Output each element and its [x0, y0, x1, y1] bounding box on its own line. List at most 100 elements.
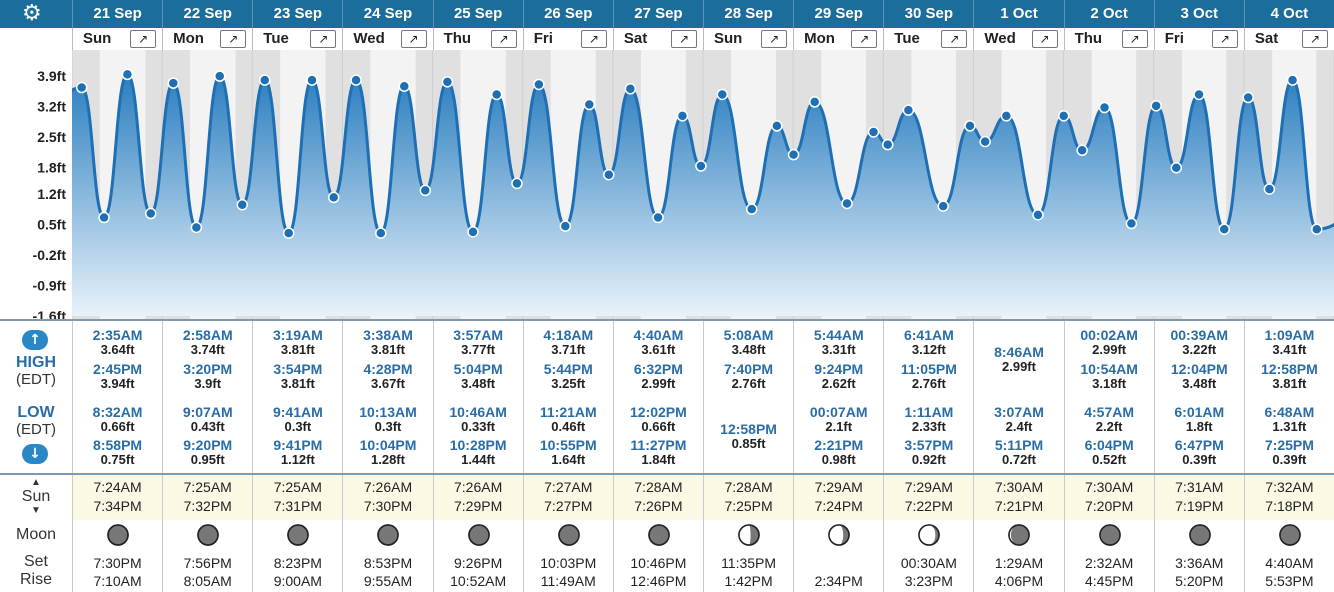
settings-button[interactable]: ⚙ [0, 0, 72, 28]
expand-icon[interactable]: ↗ [761, 30, 788, 48]
expand-icon[interactable]: ↗ [490, 30, 517, 48]
tide-point-high[interactable] [1242, 91, 1254, 104]
tide-point-high[interactable] [1286, 74, 1299, 86]
date-header: 23 Sep [252, 0, 342, 28]
tide-point-high[interactable] [964, 120, 976, 132]
sunset-time: 7:24PM [814, 498, 863, 514]
tide-point-low[interactable] [745, 203, 758, 215]
expand-icon[interactable]: ↗ [580, 30, 607, 48]
tide-point-low[interactable] [937, 200, 949, 212]
weekday-label: Wed [353, 30, 385, 47]
tide-point-low[interactable] [327, 191, 340, 204]
low-tide-time: 10:55PM [539, 437, 597, 453]
tide-point-low[interactable] [511, 177, 523, 190]
tide-point-high[interactable] [75, 81, 88, 94]
moonrise-time: 5:20PM [1175, 573, 1224, 589]
tide-point-high[interactable] [771, 120, 783, 132]
tide-point-high[interactable] [1193, 88, 1205, 101]
expand-icon[interactable]: ↗ [130, 30, 157, 48]
moon-phase-icon [197, 524, 219, 546]
tide-point-high[interactable] [441, 76, 454, 88]
sunrise-time: 7:29AM [904, 479, 953, 495]
tide-point-low[interactable] [695, 160, 707, 172]
expand-icon[interactable]: ↗ [1121, 30, 1148, 48]
weekday-label: Sat [623, 30, 648, 47]
tide-point-low[interactable] [144, 207, 157, 220]
tide-point-low[interactable] [652, 211, 664, 224]
sunrise-arrow-icon: ▲ [31, 477, 41, 488]
expand-icon[interactable]: ↗ [851, 30, 878, 48]
tide-point-high[interactable] [902, 104, 915, 116]
tide-point-high[interactable] [213, 70, 226, 82]
tide-point-low[interactable] [419, 184, 432, 197]
expand-icon[interactable]: ↗ [1031, 30, 1058, 48]
tide-point-high[interactable] [624, 83, 637, 95]
tide-point-low[interactable] [1032, 209, 1044, 221]
moonset-time: 4:40AM [1265, 555, 1314, 571]
tide-point-low[interactable] [467, 226, 479, 238]
weekday-cell: Sun ↗ [703, 28, 794, 50]
tide-point-high[interactable] [1098, 101, 1111, 114]
gear-icon[interactable]: ⚙ [22, 1, 42, 26]
tide-point-low[interactable] [1170, 161, 1183, 174]
low-tide-height: 2.4ft [1005, 419, 1033, 434]
high-tide-height: 2.76ft [731, 376, 766, 391]
tide-point-high[interactable] [808, 96, 821, 108]
low-tide-height: 1.8ft [1185, 419, 1213, 434]
sun-day-cell: 7:24AM 7:34PM [72, 475, 162, 520]
tide-day-column: 3:57AM 3.77ft 5:04PM 3.48ft 10:46AM 0.33ft 10:… [432, 321, 523, 475]
tide-point-high[interactable] [490, 88, 503, 101]
tide-point-high[interactable] [583, 98, 596, 111]
low-tide-time: 12:58PM [720, 421, 777, 437]
moonrise-time: 4:06PM [994, 573, 1044, 589]
tide-point-low[interactable] [1263, 183, 1276, 195]
moonset-time: 10:03PM [540, 555, 597, 571]
tide-point-high[interactable] [676, 110, 689, 122]
moon-day-cell: 7:30PM 7:10AM [72, 520, 162, 592]
tide-point-low[interactable] [1311, 223, 1323, 235]
tide-day-column: 6:41AM 3.12ft 11:05PM 2.76ft 1:11AM 2.33ft 3:5… [883, 321, 973, 475]
moonset-time: 2:32AM [1085, 555, 1134, 571]
expand-icon[interactable]: ↗ [1211, 30, 1238, 48]
expand-icon[interactable]: ↗ [941, 30, 968, 48]
tide-point-high[interactable] [398, 80, 411, 92]
tide-point-high[interactable] [167, 77, 180, 89]
tide-point-low[interactable] [841, 197, 853, 210]
expand-icon[interactable]: ↗ [310, 30, 337, 48]
expand-icon[interactable]: ↗ [400, 30, 427, 48]
tide-point-high[interactable] [306, 74, 318, 86]
tide-point-high[interactable] [121, 68, 134, 81]
weekday-cell: Wed ↗ [342, 28, 433, 50]
tide-point-low[interactable] [190, 221, 203, 234]
tide-point-low[interactable] [1125, 217, 1138, 230]
tide-point-low[interactable] [236, 199, 249, 211]
tide-point-low[interactable] [282, 227, 295, 239]
tide-point-low[interactable] [375, 227, 387, 239]
tide-point-high[interactable] [1057, 110, 1070, 122]
tide-point-high[interactable] [258, 74, 271, 86]
expand-icon[interactable]: ↗ [220, 30, 247, 48]
date-header: 24 Sep [342, 0, 432, 28]
low-tide-height: 2.1ft [825, 419, 853, 434]
tide-point-low[interactable] [559, 220, 572, 232]
tide-point-high[interactable] [1000, 110, 1013, 122]
tide-point-high[interactable] [716, 88, 729, 101]
tide-point-high[interactable] [867, 126, 880, 138]
tide-point-low[interactable] [1076, 144, 1088, 157]
y-tick-label: 3.2ft [37, 99, 66, 115]
tide-point-low[interactable] [603, 168, 615, 181]
tide-point-high[interactable] [533, 78, 545, 91]
tide-point-high[interactable] [350, 74, 362, 86]
expand-icon[interactable]: ↗ [670, 30, 697, 48]
expand-icon[interactable]: ↗ [1301, 30, 1328, 48]
tide-point-low[interactable] [1218, 223, 1231, 235]
tide-point-low[interactable] [881, 138, 894, 151]
tide-point-high[interactable] [1150, 100, 1162, 112]
sun-day-cell: 7:27AM 7:27PM [522, 475, 613, 520]
tide-point-low[interactable] [787, 148, 800, 161]
tide-point-low[interactable] [98, 211, 110, 224]
high-tide-time: 7:40PM [724, 361, 774, 377]
moon-day-cell: 7:56PM 8:05AM [162, 520, 252, 592]
sunrise-time: 7:28AM [634, 479, 683, 495]
tide-point-low[interactable] [979, 135, 991, 148]
